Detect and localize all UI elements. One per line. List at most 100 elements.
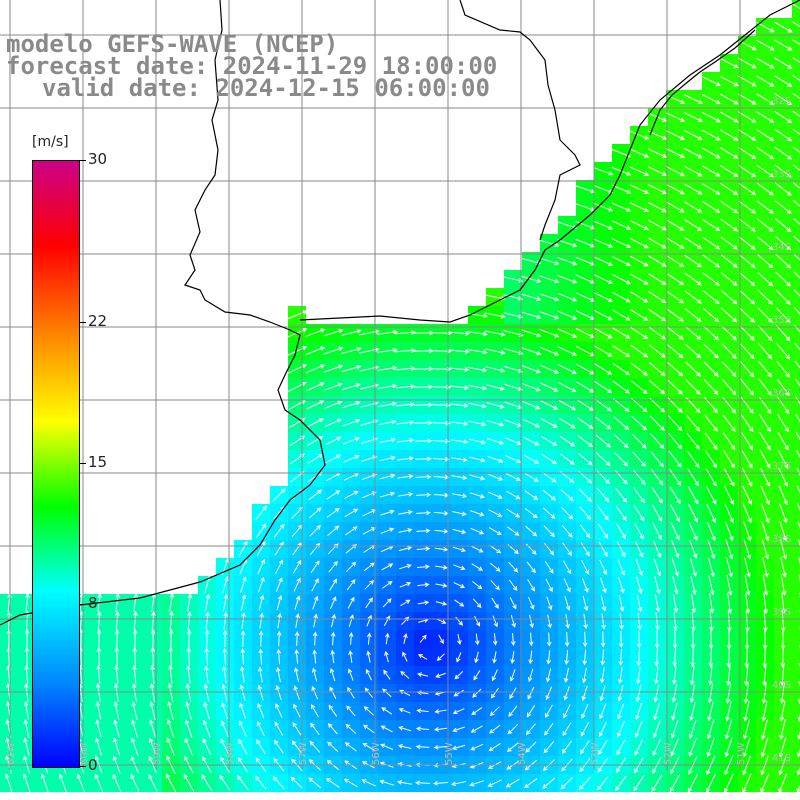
wind-arrow bbox=[778, 773, 788, 793]
wind-arrow bbox=[725, 719, 733, 739]
wind-arrow-head bbox=[623, 479, 628, 485]
wind-arrow-head bbox=[482, 367, 488, 373]
wind-arrow-head bbox=[409, 420, 415, 425]
wind-arrow bbox=[205, 612, 209, 630]
wind-arrow bbox=[467, 384, 487, 390]
wind-arrow bbox=[504, 419, 522, 427]
wind-arrow-head bbox=[131, 719, 136, 725]
wind-arrow-head bbox=[653, 715, 658, 721]
wind-arrow-head bbox=[618, 643, 624, 648]
wind-arrow-head bbox=[782, 572, 787, 578]
wind-arrow bbox=[380, 744, 394, 750]
wind-arrow bbox=[291, 524, 303, 538]
wind-arrow-head bbox=[763, 609, 769, 614]
wind-arrow bbox=[760, 773, 770, 793]
wind-arrow bbox=[435, 565, 447, 569]
wind-arrow bbox=[294, 668, 300, 682]
wind-arrow-head bbox=[554, 351, 560, 356]
wind-arrow bbox=[684, 272, 702, 286]
wind-arrow bbox=[275, 703, 283, 719]
wind-arrow bbox=[721, 343, 737, 359]
wind-arrow-head bbox=[547, 605, 553, 611]
wind-arrow-head bbox=[588, 442, 594, 448]
wind-arrow bbox=[548, 632, 550, 646]
wind-arrow-head bbox=[499, 422, 505, 427]
wind-arrow-head bbox=[318, 418, 324, 423]
wind-arrow bbox=[403, 634, 407, 644]
wind-arrow bbox=[618, 577, 624, 593]
wind-arrow bbox=[630, 344, 648, 358]
wind-arrow-head bbox=[767, 336, 773, 342]
wind-arrow-head bbox=[693, 535, 698, 541]
wind-arrow-head bbox=[713, 408, 719, 414]
wind-arrow bbox=[575, 292, 595, 302]
wind-arrow bbox=[760, 485, 770, 505]
wind-arrow-head bbox=[731, 426, 736, 432]
wind-arrow-head bbox=[728, 554, 734, 560]
wind-arrow bbox=[526, 705, 536, 717]
wind-arrow bbox=[779, 737, 787, 757]
wind-arrow bbox=[221, 720, 229, 738]
wind-arrow-head bbox=[746, 554, 752, 560]
wind-arrow-head bbox=[616, 750, 621, 756]
wind-arrow bbox=[472, 580, 482, 590]
wind-arrow bbox=[435, 601, 447, 605]
wind-arrow bbox=[432, 404, 450, 406]
wind-arrow-head bbox=[509, 694, 514, 700]
coastline bbox=[0, 0, 800, 626]
wind-arrow-head bbox=[350, 579, 356, 585]
wind-arrow bbox=[456, 652, 462, 662]
wind-arrow-head bbox=[657, 553, 662, 559]
wind-arrow bbox=[775, 253, 791, 269]
wind-arrow bbox=[344, 491, 358, 499]
wind-arrow bbox=[775, 218, 791, 232]
wind-arrow bbox=[648, 255, 666, 267]
wind-arrow-head bbox=[760, 752, 766, 758]
wind-arrow-head bbox=[279, 523, 285, 529]
wind-arrow bbox=[379, 492, 395, 498]
wind-arrow bbox=[619, 613, 623, 629]
wind-arrow bbox=[521, 311, 541, 319]
wind-arrow-head bbox=[750, 336, 755, 341]
wind-arrow bbox=[745, 664, 749, 686]
wind-arrow bbox=[647, 201, 667, 213]
wind-arrow-head bbox=[582, 660, 588, 666]
wind-arrow-head bbox=[24, 664, 29, 670]
wind-arrow bbox=[308, 471, 322, 483]
wind-arrow bbox=[341, 365, 361, 373]
wind-arrow-head bbox=[478, 548, 484, 553]
wind-arrow bbox=[706, 773, 716, 793]
wind-arrow-head bbox=[769, 82, 775, 87]
wind-arrow-head bbox=[348, 650, 353, 656]
wind-arrow-head bbox=[546, 659, 552, 665]
wind-arrow bbox=[473, 670, 481, 680]
wind-arrow-head bbox=[625, 261, 631, 267]
wind-arrow bbox=[565, 668, 569, 682]
wind-arrow-head bbox=[462, 475, 468, 481]
wind-arrow bbox=[528, 668, 534, 682]
wind-arrow bbox=[670, 522, 680, 540]
wind-arrow bbox=[396, 403, 414, 407]
wind-arrow-head bbox=[786, 227, 792, 233]
wind-arrow-head bbox=[637, 625, 642, 631]
wind-arrow bbox=[449, 385, 469, 389]
wind-arrow bbox=[395, 385, 415, 389]
wind-arrow bbox=[738, 129, 756, 141]
wind-arrow bbox=[738, 218, 756, 232]
wind-arrow-head bbox=[261, 541, 266, 547]
wind-arrow-head bbox=[554, 296, 560, 302]
wind-arrow-head bbox=[326, 759, 332, 765]
wind-arrow-head bbox=[389, 491, 396, 497]
wind-arrow bbox=[666, 308, 684, 322]
wind-speed-cell bbox=[792, 486, 800, 504]
wind-arrow-head bbox=[785, 354, 791, 360]
wind-arrow-head bbox=[392, 329, 398, 335]
wind-arrow-head bbox=[434, 727, 439, 732]
wind-arrow bbox=[671, 558, 679, 576]
wind-arrow bbox=[291, 507, 303, 519]
wind-arrow-head bbox=[673, 625, 678, 631]
wind-arrow bbox=[629, 148, 649, 158]
wind-arrow-head bbox=[697, 99, 703, 105]
wind-arrow-head bbox=[635, 697, 641, 703]
wind-arrow-head bbox=[95, 683, 101, 689]
